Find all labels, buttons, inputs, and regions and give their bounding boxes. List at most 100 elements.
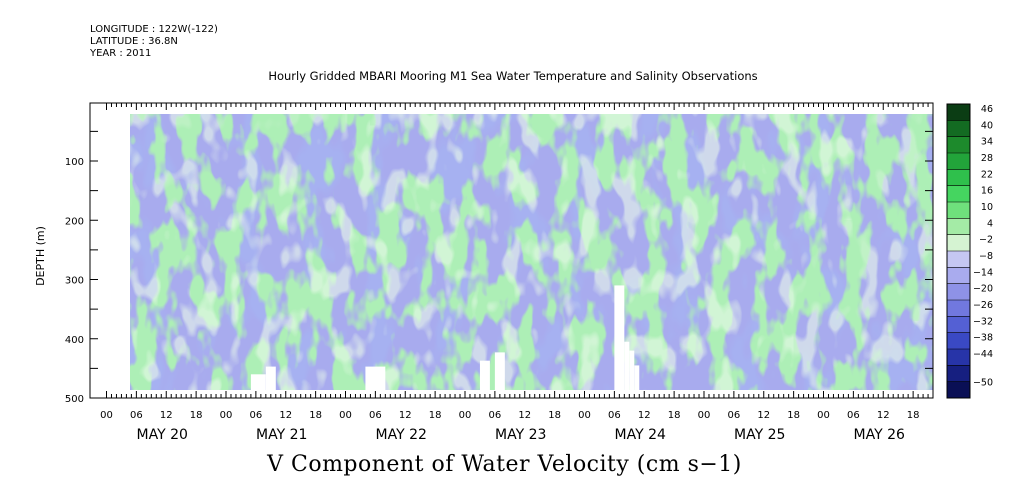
colorbar-label: 40: [981, 120, 993, 131]
colorbar-swatch: [947, 283, 970, 301]
colorbar-swatch: [947, 153, 970, 170]
colorbar-swatch: [947, 234, 970, 252]
colorbar-swatch: [947, 251, 970, 268]
x-hour-tick-label: 00: [220, 410, 233, 421]
plot-title: Hourly Gridded MBARI Mooring M1 Sea Wate…: [268, 69, 758, 83]
x-hour-tick-label: 18: [787, 410, 800, 421]
x-hour-tick-label: 18: [668, 410, 681, 421]
x-hour-tick-label: 12: [518, 410, 531, 421]
x-hour-tick-label: 12: [638, 410, 651, 421]
x-hour-tick-label: 06: [847, 410, 860, 421]
green-band: [370, 114, 406, 126]
green-band: [130, 114, 226, 215]
x-day-label: MAY 25: [734, 427, 785, 443]
colorbar-label: 4: [987, 218, 993, 229]
x-hour-tick-label: 06: [489, 410, 502, 421]
x-hour-tick-label: 18: [548, 410, 561, 421]
y-axis-label: DEPTH (m): [34, 226, 47, 286]
y-tick-label: 500: [65, 394, 84, 405]
colorbar-swatch: [947, 381, 970, 399]
x-hour-tick-label: 18: [190, 410, 203, 421]
y-tick-label: 100: [65, 157, 84, 168]
x-day-label: MAY 23: [495, 427, 546, 443]
x-hour-tick-label: 06: [728, 410, 741, 421]
x-hour-tick-label: 18: [907, 410, 920, 421]
x-axis-ticks: 00 06 12 18 00 06 12 18 00 06 12 18 00 06 12 18 00 06 12 18…: [100, 103, 929, 443]
x-hour-tick-label: 06: [369, 410, 382, 421]
colorbar-swatch: [947, 136, 970, 154]
colorbar-label: −32: [973, 316, 993, 327]
colorbar-label: −20: [973, 284, 993, 295]
colorbar-label: −38: [973, 333, 993, 344]
x-hour-tick-label: 00: [459, 410, 472, 421]
missing-data-notch: [634, 365, 640, 390]
x-hour-tick-label: 12: [279, 410, 292, 421]
colorbar-swatch: [947, 365, 970, 383]
x-hour-tick-label: 00: [100, 410, 113, 421]
colorbar-swatch: [947, 218, 970, 236]
green-band: [305, 114, 346, 197]
colorbar-label: −8: [979, 251, 993, 262]
missing-data-notch: [624, 341, 630, 390]
variable-title: V Component of Water Velocity (cm s−1): [267, 452, 742, 477]
colorbar-label: 46: [981, 104, 993, 115]
x-hour-tick-label: 12: [399, 410, 412, 421]
colorbar-label: −50: [973, 378, 993, 389]
y-tick-label: 400: [65, 335, 84, 346]
x-hour-tick-label: 00: [578, 410, 591, 421]
plot-title-row: Hourly Gridded MBARI Mooring M1 Sea Wate…: [0, 69, 1009, 83]
green-band: [793, 220, 854, 381]
heatmap-field: [130, 114, 933, 390]
colorbar-label: 34: [981, 137, 993, 148]
colorbar-swatch: [947, 185, 970, 203]
x-hour-tick-label: 06: [130, 410, 143, 421]
x-hour-tick-label: 12: [877, 410, 890, 421]
colorbar-label: 10: [981, 202, 993, 213]
colorbar-swatch: [947, 104, 970, 121]
y-axis-ticks: 100 200 300 400 500: [65, 130, 933, 405]
x-hour-tick-label: 00: [339, 410, 352, 421]
longitude-label: LONGITUDE : 122W(-122): [90, 24, 218, 35]
year-label: YEAR : 2011: [90, 48, 152, 59]
x-hour-tick-label: 00: [817, 410, 830, 421]
colorbar-swatch: [947, 169, 970, 187]
colorbar-label: −2: [979, 235, 993, 246]
missing-data-notch: [614, 285, 625, 390]
missing-data-notches: [250, 285, 640, 390]
colorbar-swatch: [947, 267, 970, 285]
x-hour-tick-label: 06: [608, 410, 621, 421]
missing-data-notch: [250, 374, 266, 390]
x-hour-tick-label: 12: [757, 410, 770, 421]
y-tick-label: 200: [65, 216, 84, 227]
colorbar-swatch: [947, 349, 970, 366]
missing-data-notch: [365, 366, 386, 390]
colorbar-swatch: [947, 332, 970, 350]
plot-metadata: LONGITUDE : 122W(-122) LATITUDE : 36.8N …: [90, 24, 218, 60]
colorbar-swatch: [947, 300, 970, 317]
colorbar-label: −14: [973, 267, 993, 278]
green-band: [853, 114, 933, 321]
colorbar-label: 28: [981, 153, 993, 164]
colorbar: 46 40 34 28 22 16 10 4 −2 −8 −14 −20 −26 −32 −38 −44 −50: [946, 103, 993, 399]
x-hour-tick-label: 00: [698, 410, 711, 421]
x-hour-tick-label: 18: [309, 410, 322, 421]
missing-data-notch: [479, 360, 490, 390]
colorbar-swatch: [947, 202, 970, 219]
colorbar-label: 22: [981, 169, 993, 180]
colorbar-swatch: [947, 120, 970, 138]
colorbar-swatch: [947, 316, 970, 334]
missing-data-notch: [629, 350, 635, 390]
x-day-label: MAY 22: [376, 427, 427, 443]
x-day-label: MAY 26: [854, 427, 905, 443]
colorbar-label: −44: [973, 349, 993, 360]
x-hour-tick-label: 18: [429, 410, 442, 421]
latitude-label: LATITUDE : 36.8N: [90, 36, 178, 47]
colorbar-label: −26: [973, 300, 993, 311]
missing-data-notch: [265, 366, 276, 390]
plot-frame: [89, 102, 934, 399]
x-hour-tick-label: 06: [250, 410, 263, 421]
x-day-label: MAY 24: [615, 427, 666, 443]
y-tick-label: 300: [65, 276, 84, 287]
missing-data-notch: [494, 352, 505, 390]
